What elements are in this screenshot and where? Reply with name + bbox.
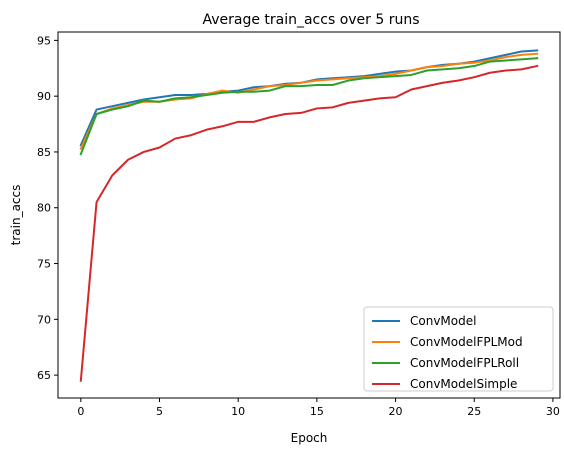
legend: ConvModel ConvModelFPLMod ConvModelFPLRoll…	[363, 306, 554, 392]
series-line-conv-model-simple	[79, 64, 539, 382]
y-tick-label: 95	[37, 34, 51, 47]
legend-label: ConvModelFPLRoll	[410, 356, 519, 370]
y-tick-label: 85	[37, 146, 51, 159]
y-axis-ticks: 65 70 75 80 85 90 95	[37, 34, 58, 382]
legend-label: ConvModelSimple	[410, 377, 517, 391]
x-tick-label: 20	[389, 405, 403, 418]
x-tick-label: 10	[231, 405, 245, 418]
x-tick-label: 0	[77, 405, 84, 418]
y-tick-label: 80	[37, 202, 51, 215]
series-line-conv-model-fplroll	[79, 57, 539, 156]
series-layer	[79, 49, 539, 382]
legend-box	[363, 306, 554, 392]
y-tick-label: 75	[37, 258, 51, 271]
y-tick-label: 65	[37, 369, 51, 382]
legend-label: ConvModel	[410, 314, 476, 328]
axes-frame	[57, 31, 561, 399]
x-axis-ticks: 0 5 10 15 20 25 30	[77, 398, 560, 418]
legend-label: ConvModelFPLMod	[410, 335, 523, 349]
y-tick-label: 90	[37, 90, 51, 103]
x-tick-label: 30	[546, 405, 560, 418]
plot-area: 0 5 10 15 20 25 30 65 70 75 80 85 90 95	[37, 31, 561, 418]
y-tick-label: 70	[37, 313, 51, 326]
x-tick-label: 15	[310, 405, 324, 418]
x-tick-label: 5	[156, 405, 163, 418]
y-axis-label: train_accs	[9, 185, 23, 246]
x-axis-label: Epoch	[291, 431, 328, 445]
chart-title: Average train_accs over 5 runs	[202, 12, 419, 28]
x-tick-label: 25	[467, 405, 481, 418]
